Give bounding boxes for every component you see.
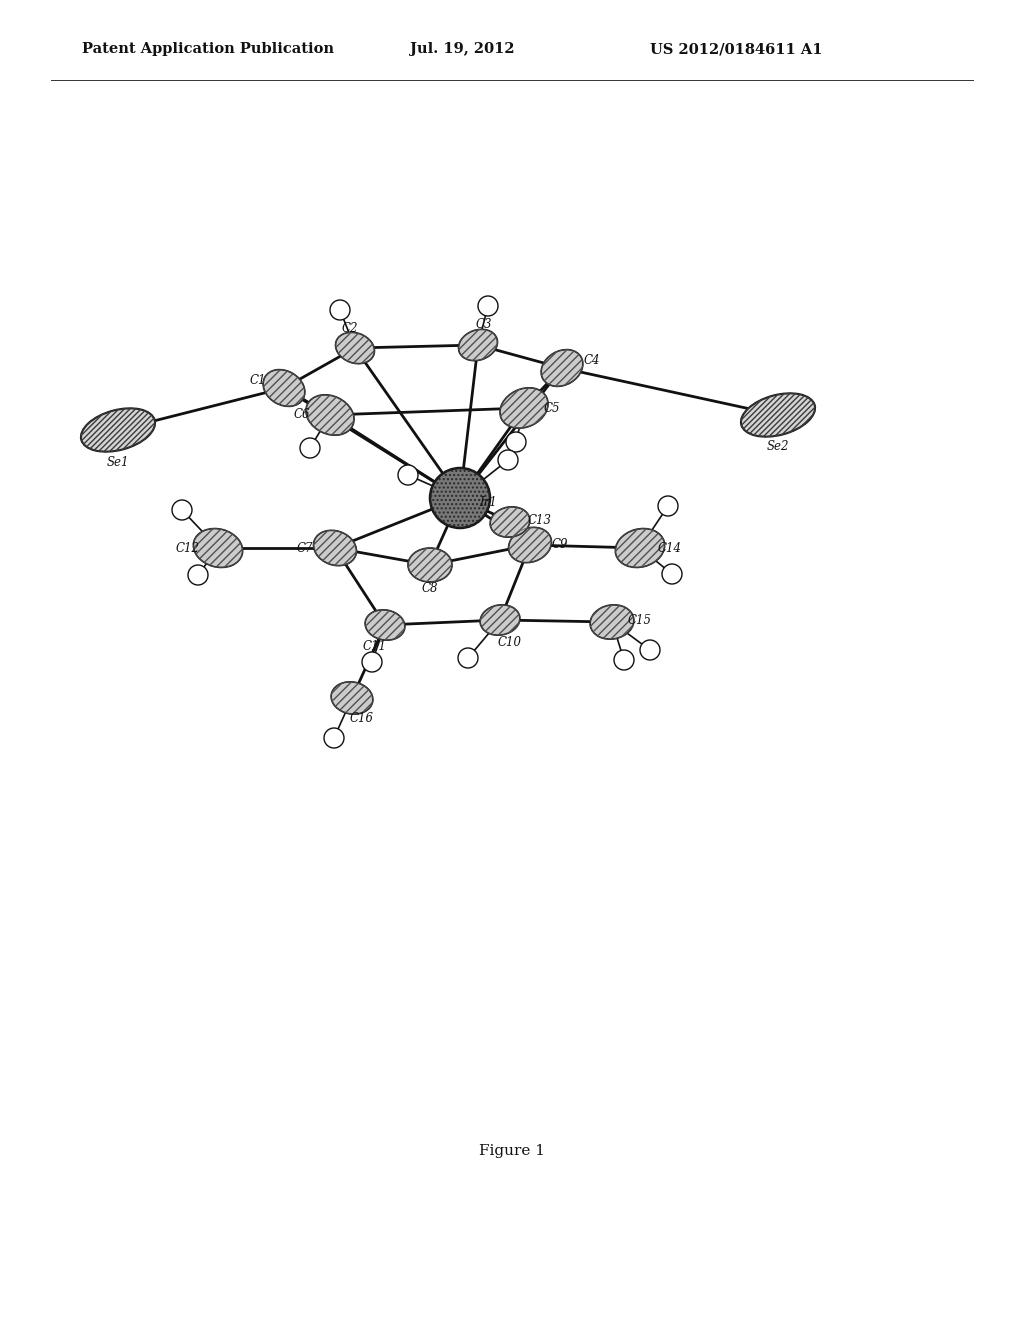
Circle shape — [398, 465, 418, 484]
Circle shape — [658, 496, 678, 516]
Ellipse shape — [590, 605, 634, 639]
Text: C3: C3 — [476, 318, 493, 331]
Ellipse shape — [336, 333, 375, 364]
Circle shape — [478, 296, 498, 315]
Text: C8: C8 — [422, 582, 438, 594]
Circle shape — [458, 648, 478, 668]
Text: Se1: Se1 — [106, 455, 129, 469]
Ellipse shape — [331, 682, 373, 714]
Circle shape — [330, 300, 350, 319]
Text: C13: C13 — [528, 513, 552, 527]
Ellipse shape — [263, 370, 305, 407]
Text: Figure 1: Figure 1 — [479, 1144, 545, 1158]
Text: C15: C15 — [628, 614, 652, 627]
Circle shape — [506, 432, 526, 451]
Text: C4: C4 — [584, 354, 600, 367]
Ellipse shape — [509, 528, 552, 562]
Text: Jul. 19, 2012: Jul. 19, 2012 — [410, 42, 514, 57]
Ellipse shape — [81, 408, 155, 451]
Ellipse shape — [615, 528, 665, 568]
Ellipse shape — [500, 388, 548, 428]
Ellipse shape — [430, 469, 490, 528]
Ellipse shape — [408, 548, 452, 582]
Ellipse shape — [366, 610, 404, 640]
Ellipse shape — [490, 507, 529, 537]
Circle shape — [362, 652, 382, 672]
Text: Ir1: Ir1 — [479, 495, 497, 508]
Ellipse shape — [313, 531, 356, 566]
Ellipse shape — [741, 393, 815, 437]
Text: Patent Application Publication: Patent Application Publication — [82, 42, 334, 57]
Circle shape — [324, 729, 344, 748]
Ellipse shape — [306, 395, 354, 436]
Circle shape — [640, 640, 660, 660]
Ellipse shape — [194, 528, 243, 568]
Text: C6: C6 — [294, 408, 310, 421]
Text: C2: C2 — [342, 322, 358, 334]
Circle shape — [614, 649, 634, 671]
Text: C7: C7 — [297, 541, 313, 554]
Ellipse shape — [541, 350, 583, 387]
Circle shape — [662, 564, 682, 583]
Text: C5: C5 — [544, 401, 560, 414]
Ellipse shape — [480, 605, 520, 635]
Text: C1: C1 — [250, 374, 266, 387]
Ellipse shape — [459, 329, 498, 360]
Text: C9: C9 — [552, 539, 568, 552]
Circle shape — [172, 500, 193, 520]
Circle shape — [188, 565, 208, 585]
Circle shape — [498, 450, 518, 470]
Text: Se2: Se2 — [767, 441, 790, 454]
Text: C14: C14 — [658, 541, 682, 554]
Circle shape — [300, 438, 319, 458]
Text: US 2012/0184611 A1: US 2012/0184611 A1 — [650, 42, 822, 57]
Text: C16: C16 — [350, 711, 374, 725]
Text: C11: C11 — [362, 640, 387, 653]
Text: C10: C10 — [498, 635, 522, 648]
Text: C12: C12 — [176, 541, 200, 554]
